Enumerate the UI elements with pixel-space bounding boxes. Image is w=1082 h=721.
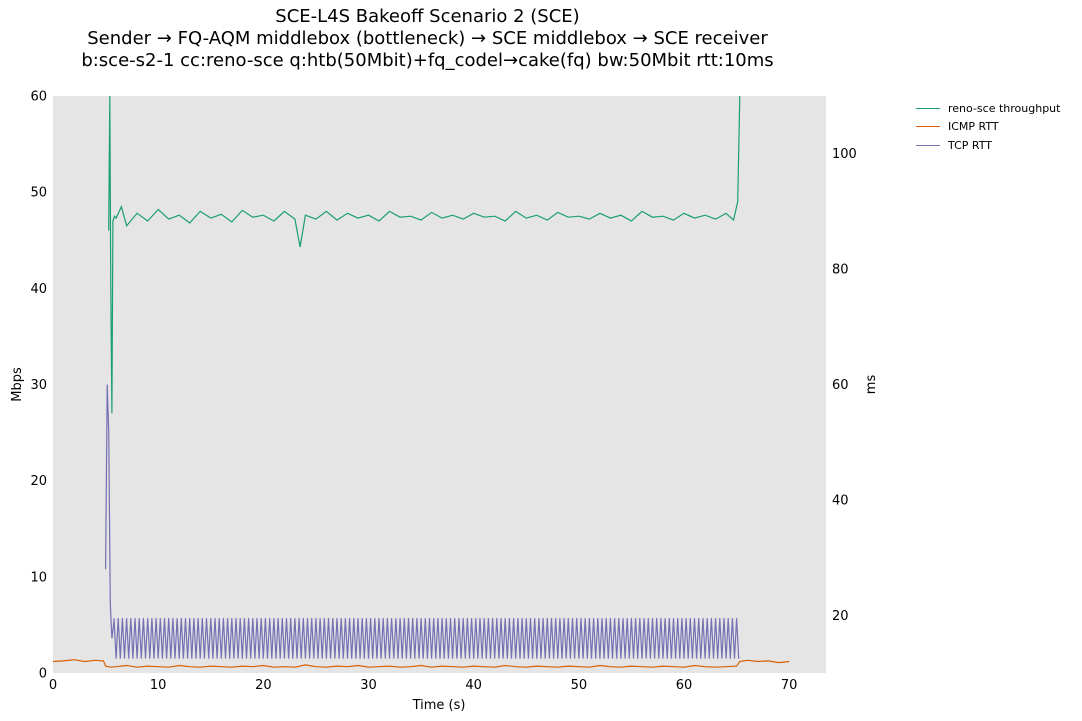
ticks-layer: 0 10 20 30 40 50 60 70 0 10 20 30 40 50 60 20 40 60 80 100 — [30, 90, 856, 694]
y-tick-label-left-5: 50 — [30, 186, 47, 201]
y-tick-label-right-0: 20 — [832, 609, 849, 624]
x-tick-label-1: 10 — [150, 678, 167, 693]
y-tick-label-right-4: 100 — [832, 147, 857, 162]
legend-swatch-throughput — [916, 107, 940, 109]
x-tick-label-2: 20 — [255, 678, 272, 693]
series-line-1 — [52, 659, 790, 668]
y-tick-label-right-3: 80 — [832, 263, 849, 278]
title-line-1: SCE-L4S Bakeoff Scenario 2 (SCE) — [275, 6, 580, 27]
y-tick-label-left-3: 30 — [30, 378, 47, 393]
legend-swatch-icmp-rtt — [916, 126, 940, 128]
y-tick-label-left-2: 20 — [30, 474, 47, 489]
legend-item-tcp-rtt: TCP RTT — [916, 136, 1060, 155]
title-line-2: Sender → FQ-AQM middlebox (bottleneck) →… — [87, 28, 768, 49]
x-tick-label-4: 40 — [465, 678, 482, 693]
x-tick-label-6: 60 — [676, 678, 693, 693]
series-line-2 — [105, 384, 740, 659]
legend-swatch-tcp-rtt — [916, 144, 940, 146]
title-line-3: b:sce-s2-1 cc:reno-sce q:htb(50Mbit)+fq_… — [81, 50, 774, 71]
y-tick-label-right-1: 40 — [832, 493, 849, 508]
y-tick-label-left-1: 10 — [30, 570, 47, 585]
legend-item-icmp-rtt: ICMP RTT — [916, 118, 1060, 137]
x-tick-label-7: 70 — [781, 678, 798, 693]
chart-title: SCE-L4S Bakeoff Scenario 2 (SCE) Sender … — [0, 6, 855, 72]
plot-area — [53, 96, 826, 673]
legend-label-tcp-rtt: TCP RTT — [948, 138, 992, 152]
y-tick-label-left-4: 40 — [30, 282, 47, 297]
legend-label-throughput: reno-sce throughput — [948, 101, 1061, 115]
series-layer — [52, 95, 790, 668]
y-tick-label-right-2: 60 — [832, 378, 849, 393]
y-axis-label-left: Mbps — [10, 367, 25, 402]
series-line-0 — [108, 95, 741, 414]
y-tick-label-left-6: 60 — [30, 90, 47, 105]
legend-item-throughput: reno-sce throughput — [916, 99, 1060, 118]
y-axis-label-right: ms — [864, 375, 879, 395]
x-tick-label-0: 0 — [49, 678, 57, 693]
x-tick-label-5: 50 — [571, 678, 588, 693]
x-tick-label-3: 30 — [360, 678, 377, 693]
y-tick-label-left-0: 0 — [39, 667, 47, 682]
legend-label-icmp-rtt: ICMP RTT — [948, 120, 999, 134]
legend: reno-sce throughput ICMP RTT TCP RTT — [916, 99, 1060, 155]
x-axis-label: Time (s) — [412, 698, 466, 713]
